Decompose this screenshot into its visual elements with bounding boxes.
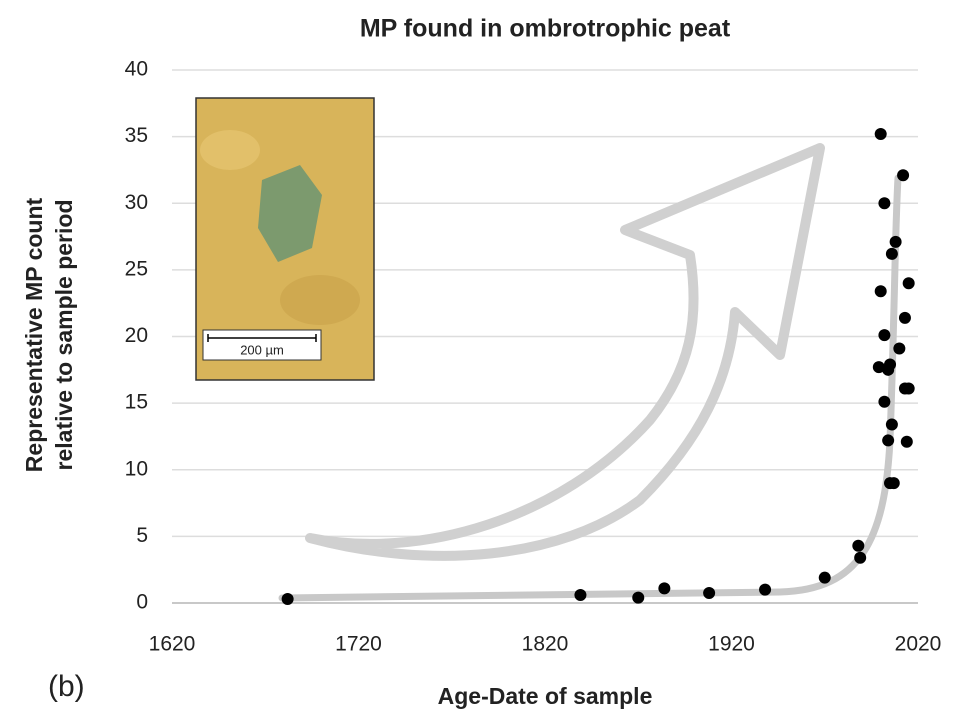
point — [658, 582, 671, 595]
inset-image: 200 µm — [195, 97, 375, 381]
point — [885, 418, 898, 431]
panel-label: (b) — [48, 670, 85, 703]
x-axis-label: Age-Date of sample — [438, 683, 653, 709]
point — [878, 329, 891, 342]
point — [897, 169, 910, 182]
point — [703, 587, 716, 600]
x-tick-label: 2020 — [895, 633, 942, 656]
y-axis-label: Representative MP count — [21, 197, 47, 472]
y-tick-label: 0 — [136, 591, 148, 614]
y-tick-label: 10 — [125, 457, 148, 480]
point — [885, 247, 898, 260]
point — [574, 589, 587, 602]
point — [874, 285, 887, 298]
y-tick-label: 5 — [136, 524, 148, 547]
y-tick-label: 20 — [125, 324, 148, 347]
y-tick-label: 15 — [125, 391, 148, 414]
point — [878, 395, 891, 408]
point — [878, 197, 891, 210]
x-tick-label: 1820 — [522, 633, 569, 656]
point — [818, 571, 831, 584]
point — [902, 277, 915, 290]
point — [902, 382, 915, 395]
point — [887, 477, 900, 490]
point — [759, 583, 772, 596]
x-tick-label: 1620 — [149, 633, 196, 656]
point — [882, 434, 895, 447]
point — [872, 361, 885, 374]
point — [900, 435, 913, 448]
y-tick-label: 25 — [125, 257, 148, 280]
point — [281, 593, 294, 606]
trend-arrow — [305, 143, 825, 561]
y-tick-label: 30 — [125, 191, 148, 214]
point — [893, 342, 906, 355]
point — [898, 311, 911, 324]
point — [884, 358, 897, 371]
point — [889, 235, 902, 248]
y-tick-label: 35 — [125, 124, 148, 147]
chart-title: MP found in ombrotrophic peat — [360, 15, 731, 43]
x-tick-label: 1920 — [708, 633, 755, 656]
y-tick-label: 40 — [125, 58, 148, 81]
inset-scale-label: 200 µm — [240, 342, 284, 357]
point — [874, 127, 887, 140]
y-axis-label: relative to sample period — [51, 200, 77, 471]
x-tick-label: 1720 — [335, 633, 382, 656]
point — [852, 539, 865, 552]
point — [854, 551, 867, 564]
point — [632, 591, 645, 604]
